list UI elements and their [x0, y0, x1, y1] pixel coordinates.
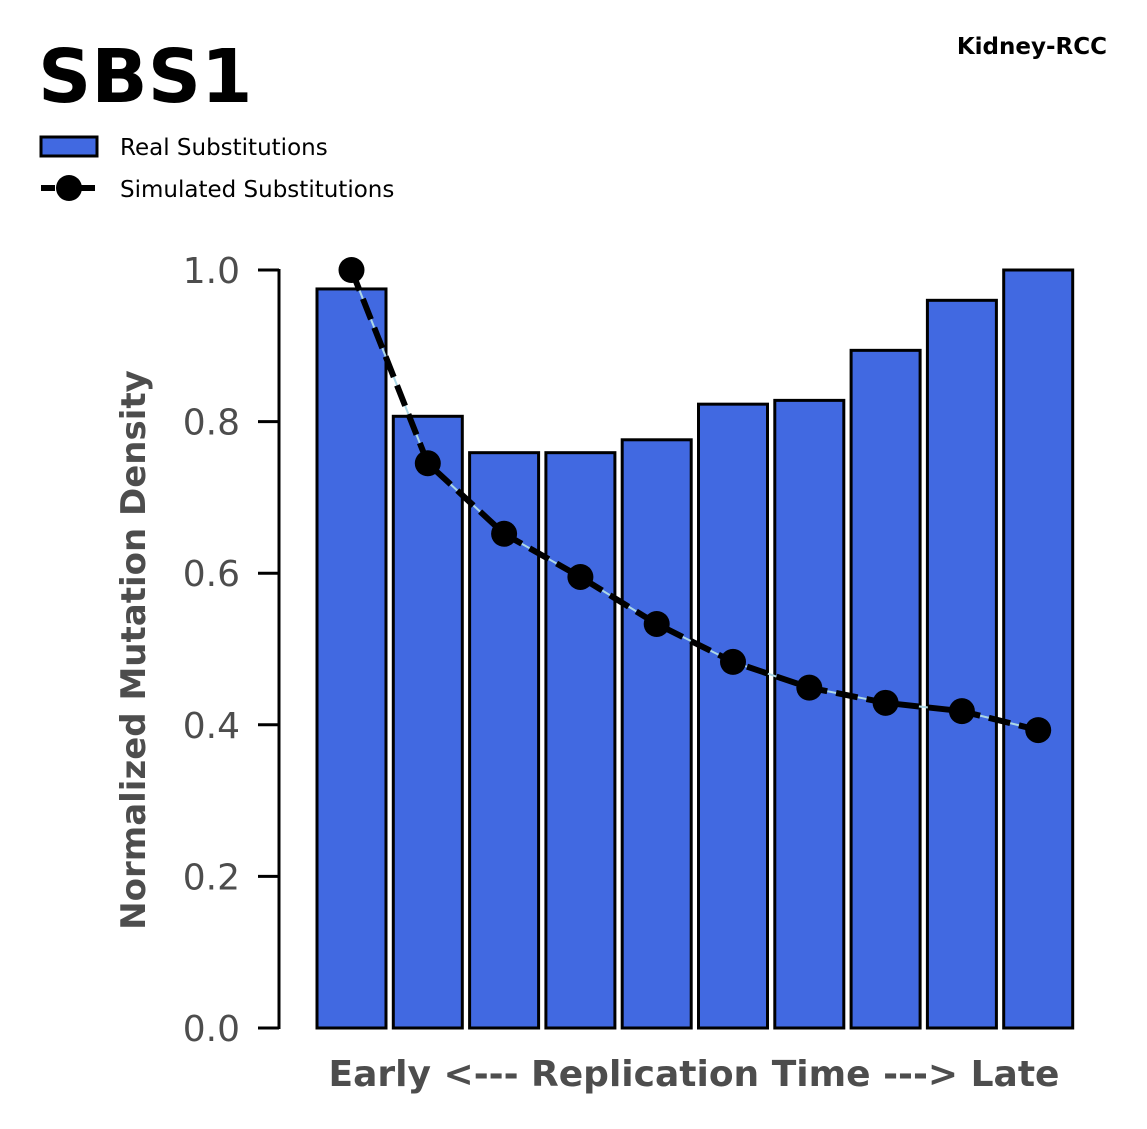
y-axis-label: Normalized Mutation Density [114, 370, 154, 930]
simulated-point [1025, 717, 1052, 744]
simulated-dashed-line [348, 268, 1039, 734]
bar [620, 438, 693, 1030]
legend-marker [56, 175, 82, 201]
legend-bar-swatch [39, 135, 99, 158]
simulated-line [338, 257, 1052, 744]
simulated-point [720, 648, 746, 675]
chart-title: SBS1 [38, 34, 252, 120]
x-axis-label: Early <--- Replication Time ---> Late [329, 1054, 1060, 1095]
y-tick-label: 0.2 [183, 857, 240, 898]
bar [697, 402, 769, 1030]
bar [849, 348, 922, 1030]
y-tick-label: 0.6 [183, 554, 240, 595]
bar [1002, 268, 1075, 1030]
y-ticks: 0.0 0.2 0.4 0.6 0.8 1.0 [183, 251, 279, 1050]
simulated-point [643, 610, 670, 637]
bars [315, 268, 1075, 1030]
simulated-point [796, 674, 823, 701]
bar [773, 398, 846, 1030]
legend-label-simulated: Simulated Substitutions [120, 177, 394, 203]
legend-label-real: Real Substitutions [120, 135, 328, 161]
simulated-point [338, 257, 365, 283]
bar [391, 414, 464, 1030]
legend: Real Substitutions Simulated Substitutio… [39, 135, 394, 203]
simulated-point [567, 563, 594, 590]
bar [925, 298, 998, 1030]
y-tick-label: 0.4 [183, 706, 240, 747]
simulated-point [414, 450, 441, 477]
chart-subtitle: Kidney-RCC [957, 34, 1107, 60]
bar [544, 451, 617, 1030]
y-tick-label: 0.0 [183, 1009, 240, 1050]
y-tick-label: 0.8 [183, 403, 240, 444]
bar [468, 451, 541, 1030]
simulated-point [491, 520, 518, 547]
bar [315, 287, 388, 1030]
simulated-point [872, 689, 899, 716]
y-tick-label: 1.0 [183, 251, 240, 292]
simulated-point [948, 698, 975, 725]
